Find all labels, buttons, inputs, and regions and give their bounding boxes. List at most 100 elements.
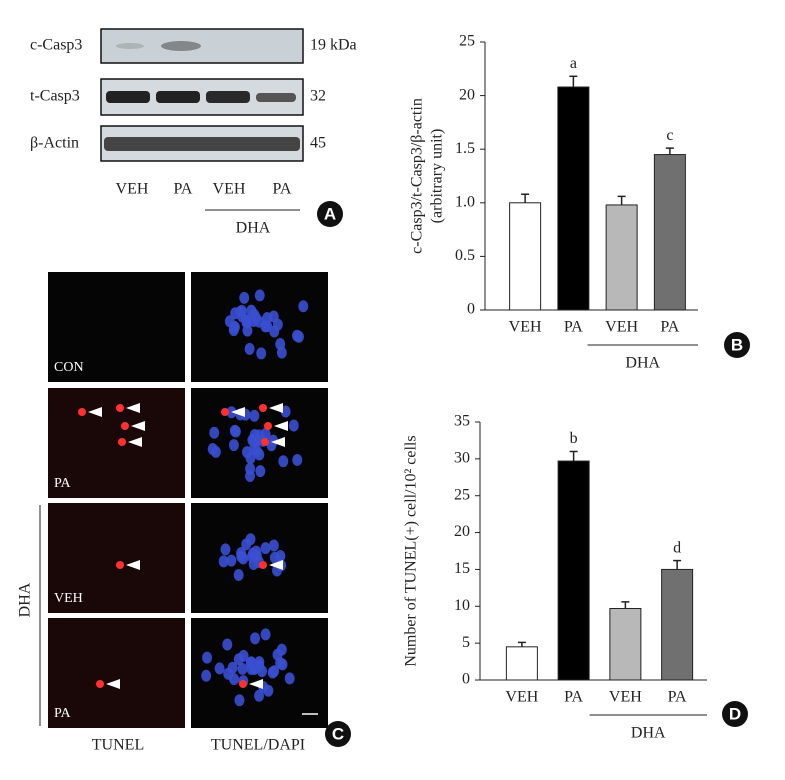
cell-nucleus xyxy=(236,304,247,317)
y-tick-label: 35 xyxy=(454,413,470,430)
size-label: 32 xyxy=(310,88,326,105)
x-tick-label: PA xyxy=(564,319,583,336)
cell-nucleus xyxy=(209,426,220,439)
cell-nucleus xyxy=(250,632,261,645)
x-tick-label: VEH xyxy=(505,689,538,706)
arrowhead xyxy=(106,679,120,689)
error-bar xyxy=(673,559,682,570)
cell-nucleus xyxy=(272,648,283,661)
y-tick-label: 1.0 xyxy=(455,193,475,210)
y-tick-label: 1.5 xyxy=(455,140,475,157)
row-label: c-Casp3 xyxy=(30,37,82,54)
group-label: DHA xyxy=(236,220,271,237)
cell-nucleus xyxy=(218,555,229,568)
column-label: TUNEL xyxy=(92,737,144,754)
lane-label: PA xyxy=(273,181,292,198)
cell-nucleus xyxy=(284,672,295,685)
bar xyxy=(557,460,590,681)
cell-nucleus xyxy=(269,665,280,678)
y-tick-label: 0 xyxy=(462,671,470,688)
significance-label: b xyxy=(570,430,578,447)
cell-nucleus xyxy=(247,434,258,447)
cell-nucleus xyxy=(280,405,291,418)
panel-badge: D xyxy=(722,701,748,727)
panel-badge: B xyxy=(724,332,750,358)
cell-nucleus xyxy=(245,452,256,465)
arrowhead xyxy=(131,421,145,431)
x-tick-label: PA xyxy=(660,319,679,336)
cell-nucleus xyxy=(260,542,271,555)
band xyxy=(256,93,296,102)
cell-nucleus xyxy=(256,347,267,360)
tunel-spot xyxy=(261,438,269,446)
cell-nucleus xyxy=(255,465,266,478)
x-tick-label: VEH xyxy=(609,689,642,706)
arrowhead xyxy=(271,437,285,447)
tunel-spot xyxy=(116,561,124,569)
cell-nucleus xyxy=(254,689,265,702)
badge-circle xyxy=(724,332,750,358)
cell-nucleus xyxy=(237,662,248,675)
tunel-spot xyxy=(118,438,126,446)
bar xyxy=(509,202,542,311)
badge-circle xyxy=(722,701,748,727)
cell-nucleus xyxy=(278,455,289,468)
cell-nucleus xyxy=(233,568,244,581)
tunel-spot xyxy=(264,422,272,430)
size-label: 45 xyxy=(310,135,326,152)
row-label: PA xyxy=(54,706,72,721)
bar xyxy=(557,86,590,311)
cell-nucleus xyxy=(233,653,244,666)
cell-nucleus xyxy=(244,342,255,355)
cell-nucleus xyxy=(220,543,231,556)
y-axis-label: Number of TUNEL(+) cell/10² cells xyxy=(403,435,420,666)
blot-band-row xyxy=(100,28,304,64)
error-bar xyxy=(665,147,674,155)
row-label: β-Actin xyxy=(30,135,79,152)
x-tick-label: VEH xyxy=(605,319,638,336)
y-tick-label: 15 xyxy=(454,560,470,577)
y-tick-label: 10 xyxy=(454,597,470,614)
cell-nucleus xyxy=(229,321,240,334)
row-label: t-Casp3 xyxy=(30,88,80,105)
size-label: 19 kDa xyxy=(310,37,357,54)
error-bar xyxy=(569,75,578,88)
error-bar xyxy=(617,195,626,205)
cell-nucleus xyxy=(254,659,265,672)
arrowhead xyxy=(126,560,140,570)
cell-nucleus xyxy=(263,684,274,697)
cell-nucleus xyxy=(254,289,265,302)
cell-nucleus xyxy=(249,409,260,422)
bar xyxy=(661,568,694,681)
significance-label: a xyxy=(570,55,577,72)
tunel-spot xyxy=(259,404,267,412)
cell-nucleus xyxy=(236,547,247,560)
arrowhead xyxy=(128,437,142,447)
band xyxy=(106,91,150,103)
tunel-spot xyxy=(259,561,267,569)
micrograph xyxy=(48,272,185,382)
error-bar xyxy=(517,641,526,647)
panel-badge: A xyxy=(317,201,343,227)
error-bar xyxy=(521,193,530,203)
cell-nucleus xyxy=(234,694,245,707)
arrowhead xyxy=(249,679,263,689)
arrowhead xyxy=(269,560,283,570)
cell-nucleus xyxy=(223,667,234,680)
band xyxy=(161,41,201,51)
x-tick-label: PA xyxy=(564,689,583,706)
panel-label: B xyxy=(731,335,743,354)
tunel-spot xyxy=(121,422,129,430)
panel-label: C xyxy=(332,724,344,743)
lane-label: VEH xyxy=(116,181,149,198)
cell-nucleus xyxy=(214,662,225,675)
micrograph xyxy=(48,503,185,613)
cell-nucleus xyxy=(242,324,253,337)
arrowhead xyxy=(126,403,140,413)
y-axis-label: c-Casp3/t-Casp3/β-actin xyxy=(409,98,426,254)
x-tick-label: VEH xyxy=(509,319,542,336)
band xyxy=(206,91,250,103)
blot xyxy=(100,28,304,162)
row-label: VEH xyxy=(54,591,83,606)
